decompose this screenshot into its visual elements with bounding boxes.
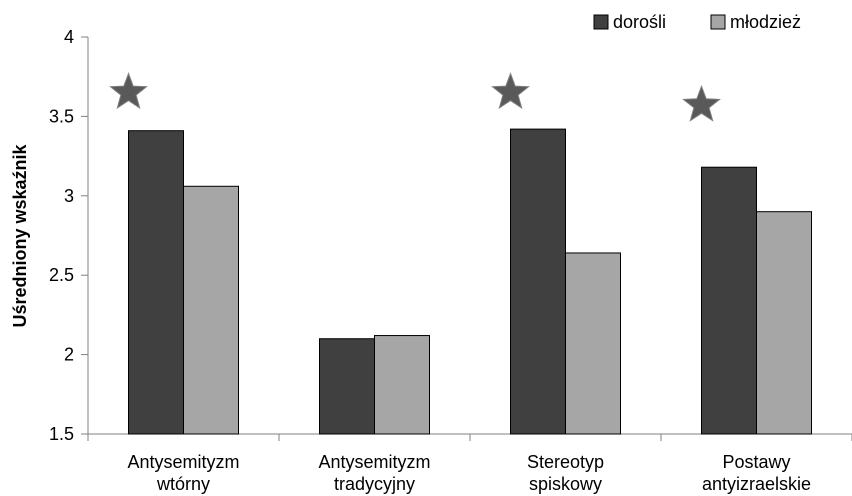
x-category-label: Antysemityzm tradycyjny <box>318 452 430 494</box>
significance-stars <box>109 72 721 122</box>
legend: dorośli młodzież <box>593 12 801 32</box>
x-category-label-line: spiskowy <box>529 474 602 494</box>
y-tick-label: 2.5 <box>49 265 74 285</box>
significance-star-icon <box>682 84 721 122</box>
legend-label: młodzież <box>730 12 801 32</box>
x-category-label-line: Antysemityzm <box>127 452 239 472</box>
y-tick-label: 4 <box>64 27 74 47</box>
significance-star-icon <box>109 72 148 110</box>
x-category-label: Postawy antyizraelskie <box>702 452 811 494</box>
significance-star-icon <box>491 72 530 110</box>
bar-series-2 <box>374 335 430 435</box>
y-tick-label: 1.5 <box>49 424 74 444</box>
legend-label: dorośli <box>613 12 666 32</box>
x-category-label-line: Stereotyp <box>527 452 604 472</box>
legend-swatch <box>593 14 609 30</box>
x-category-label-line: wtórny <box>156 474 210 494</box>
x-category-label-line: antyizraelskie <box>702 474 811 494</box>
x-category-label-line: tradycyjny <box>334 474 415 494</box>
bar-series-2 <box>183 185 239 435</box>
x-category-label-line: Antysemityzm <box>318 452 430 472</box>
bar-series-2 <box>756 211 812 435</box>
x-category-label: Stereotyp spiskowy <box>527 452 604 494</box>
bar-series-1 <box>319 338 375 435</box>
y-axis-title: Uśredniony wskaźnik <box>10 143 30 327</box>
legend-swatch <box>710 14 726 30</box>
y-axis: 1.5 2 2.5 3 3.5 4 <box>49 27 89 444</box>
y-tick-label: 2 <box>64 345 74 365</box>
x-category-label-line: Postawy <box>722 452 790 472</box>
x-category-label: Antysemityzm wtórny <box>127 452 239 494</box>
y-tick-label: 3 <box>64 186 74 206</box>
bar-series-2 <box>565 252 621 435</box>
bar-series-1 <box>128 130 184 435</box>
bar-series-1 <box>510 128 566 435</box>
bar-series-1 <box>701 166 757 435</box>
bars <box>128 128 812 435</box>
y-tick-label: 3.5 <box>49 106 74 126</box>
